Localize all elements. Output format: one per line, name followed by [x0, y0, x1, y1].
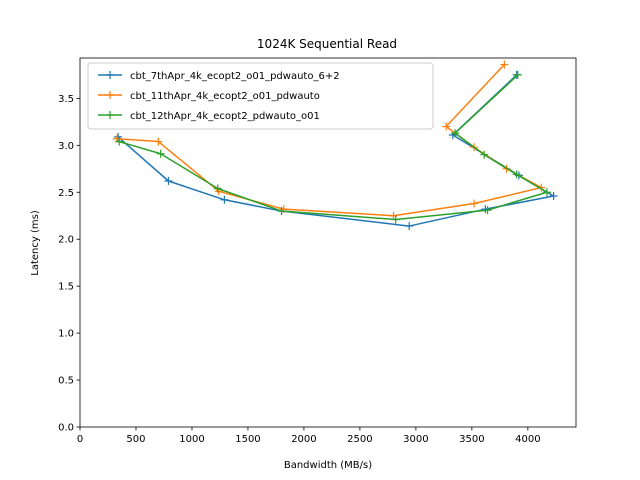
- x-tick-label: 3000: [403, 434, 428, 445]
- x-tick-label: 2500: [347, 434, 372, 445]
- y-tick-label: 0.0: [58, 423, 74, 434]
- legend-label: cbt_7thApr_4k_ecopt2_o01_pdwauto_6+2: [130, 71, 340, 82]
- x-tick-label: 2000: [291, 434, 316, 445]
- legend-marker: [106, 91, 114, 99]
- y-tick-label: 2.5: [58, 188, 74, 199]
- y-tick-label: 1.0: [58, 329, 74, 340]
- legend-marker: [106, 111, 114, 119]
- y-tick-label: 3.5: [58, 94, 74, 105]
- x-tick-label: 4000: [515, 434, 540, 445]
- data-point: [480, 150, 489, 159]
- legend-box: [87, 62, 434, 130]
- legend-marker: [106, 71, 114, 79]
- data-point: [442, 122, 451, 131]
- series-3: [115, 70, 551, 224]
- axes-frame: [79, 57, 577, 428]
- data-point: [277, 207, 286, 216]
- data-point: [470, 199, 479, 208]
- data-point: [500, 60, 509, 69]
- y-tick-label: 0.5: [58, 376, 74, 387]
- data-point: [542, 188, 551, 197]
- y-tick-label: 1.5: [58, 282, 74, 293]
- legend-label: cbt_11thApr_4k_ecopt2_o01_pdwauto: [130, 91, 320, 102]
- chart-title: 1024K Sequential Read: [257, 37, 397, 51]
- legend-entry: cbt_11thApr_4k_ecopt2_o01_pdwauto: [98, 91, 320, 102]
- legend: cbt_7thApr_4k_ecopt2_o01_pdwauto_6+2 cbt_…: [87, 62, 434, 130]
- x-axis-label: Bandwidth (MB/s): [284, 460, 372, 471]
- y-axis-label: Latency (ms): [30, 210, 41, 276]
- legend-entry: cbt_7thApr_4k_ecopt2_o01_pdwauto_6+2: [98, 71, 340, 82]
- plot-area: [112, 60, 558, 231]
- axes: 0 500 1000 1500 2000 2500 3000 3500 4000 0.0 0.5 1.…: [58, 57, 577, 445]
- data-point: [512, 170, 521, 179]
- data-point: [405, 222, 414, 231]
- legend-entry: cbt_12thApr_4k_ecopt2_pdwauto_o01: [98, 111, 320, 122]
- x-tick-label: 1500: [235, 434, 260, 445]
- x-tick-label: 0: [77, 434, 83, 445]
- y-tick-label: 2.0: [58, 235, 74, 246]
- x-tick-label: 1000: [179, 434, 204, 445]
- data-point: [549, 192, 558, 201]
- data-point: [156, 149, 165, 158]
- data-point: [220, 195, 229, 204]
- x-tick-label: 500: [126, 434, 145, 445]
- data-point: [391, 215, 400, 224]
- data-point: [483, 206, 492, 215]
- legend-label: cbt_12thApr_4k_ecopt2_pdwauto_o01: [130, 111, 320, 122]
- data-point: [213, 184, 222, 193]
- data-point: [513, 70, 522, 79]
- data-point: [154, 137, 163, 146]
- data-point: [115, 137, 124, 146]
- y-tick-label: 3.0: [58, 141, 74, 152]
- data-point: [164, 177, 173, 185]
- x-tick-label: 3500: [459, 434, 484, 445]
- data-point: [451, 129, 460, 138]
